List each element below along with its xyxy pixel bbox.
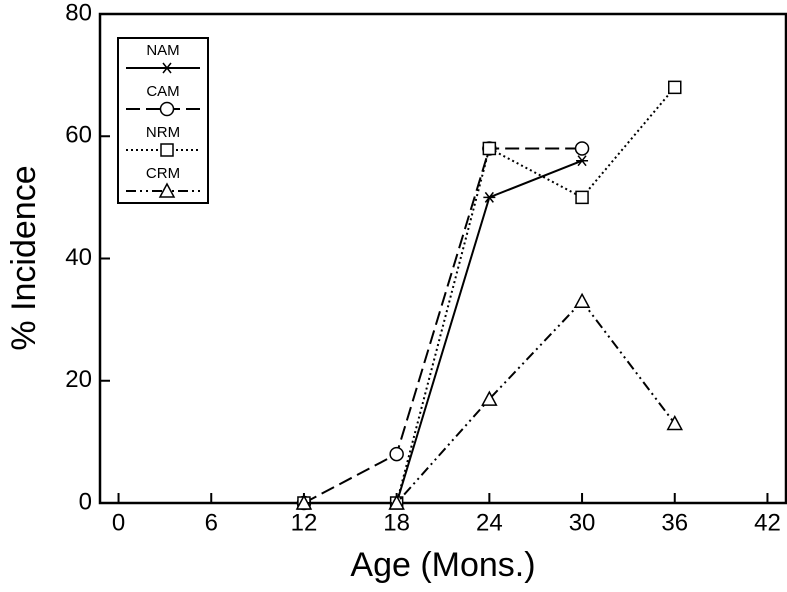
legend-label: NRM xyxy=(146,124,180,141)
marker xyxy=(295,494,313,510)
y-tick-label: 20 xyxy=(65,366,92,393)
marker xyxy=(158,182,176,198)
marker xyxy=(161,62,173,74)
x-tick-label: 30 xyxy=(569,509,596,536)
marker xyxy=(482,141,497,156)
marker xyxy=(389,446,404,462)
series-line xyxy=(303,147,583,504)
marker xyxy=(576,155,589,167)
marker xyxy=(574,141,590,156)
marker xyxy=(666,414,684,431)
marker xyxy=(481,390,498,406)
x-tick-label: 0 xyxy=(112,509,125,536)
y-axis-label: % Incidence xyxy=(5,165,43,350)
x-tick-label: 12 xyxy=(291,509,318,536)
y-tick-label: 0 xyxy=(79,488,92,515)
x-axis-label: Age (Mons.) xyxy=(350,546,535,584)
x-tick-label: 42 xyxy=(754,509,781,536)
marker xyxy=(483,191,496,203)
marker xyxy=(159,101,175,117)
x-tick-label: 6 xyxy=(205,509,218,536)
series-line xyxy=(303,299,676,504)
y-tick-label: 40 xyxy=(65,244,92,271)
x-tick-label: 24 xyxy=(476,509,503,536)
legend-box xyxy=(117,37,209,204)
marker xyxy=(160,143,174,157)
legend-label: NAM xyxy=(146,42,179,59)
marker xyxy=(388,494,405,510)
y-tick-label: 60 xyxy=(65,122,92,149)
marker xyxy=(575,190,589,205)
legend-label: CRM xyxy=(146,165,180,182)
y-tick-label: 80 xyxy=(65,0,92,26)
marker xyxy=(668,80,682,95)
x-tick-label: 18 xyxy=(383,509,410,536)
x-tick-label: 36 xyxy=(661,509,688,536)
marker xyxy=(573,292,591,309)
legend-label: CAM xyxy=(146,83,179,100)
